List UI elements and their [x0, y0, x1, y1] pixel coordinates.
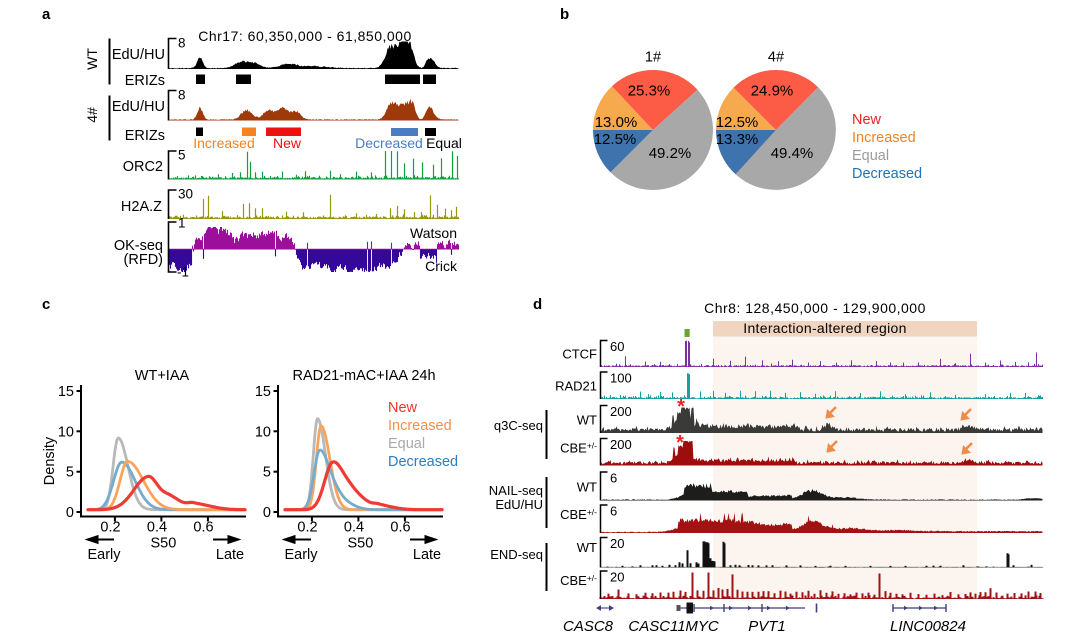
svg-text:S50: S50 — [150, 536, 176, 552]
svg-text:PVT1: PVT1 — [748, 618, 786, 635]
svg-text:1#: 1# — [645, 50, 661, 66]
svg-text:15: 15 — [255, 384, 271, 400]
svg-text:Decreased: Decreased — [355, 135, 423, 151]
svg-text:0.4: 0.4 — [344, 520, 364, 536]
svg-text:WT: WT — [577, 413, 597, 428]
svg-text:8: 8 — [178, 36, 186, 51]
svg-text:6: 6 — [610, 471, 617, 486]
svg-text:Decreased: Decreased — [852, 166, 922, 182]
svg-text:RAD21-mAC+IAA 24h: RAD21-mAC+IAA 24h — [292, 368, 435, 384]
svg-text:END-seq: END-seq — [490, 547, 543, 562]
svg-text:CASC8: CASC8 — [563, 618, 614, 635]
svg-text:Increased: Increased — [388, 418, 452, 434]
svg-text:0.6: 0.6 — [193, 520, 213, 536]
svg-text:ERIZs: ERIZs — [125, 73, 165, 89]
svg-text:NAIL-seq: NAIL-seq — [489, 483, 543, 498]
svg-text:RAD21: RAD21 — [555, 379, 597, 394]
svg-text:12.5%: 12.5% — [594, 131, 637, 148]
svg-text:EdU/HU: EdU/HU — [495, 497, 543, 512]
svg-text:6: 6 — [610, 504, 617, 519]
svg-text:Equal: Equal — [852, 148, 889, 164]
svg-text:30: 30 — [178, 187, 193, 202]
svg-text:5: 5 — [263, 465, 271, 481]
svg-text:Early: Early — [87, 547, 121, 563]
svg-text:Chr8: 128,450,000 - 129,900,00: Chr8: 128,450,000 - 129,900,000 — [704, 300, 926, 316]
svg-text:0.4: 0.4 — [147, 520, 167, 536]
svg-text:EdU/HU: EdU/HU — [112, 99, 165, 115]
svg-text:ERIZs: ERIZs — [125, 128, 165, 144]
svg-text:Increased: Increased — [852, 130, 916, 146]
svg-text:Equal: Equal — [388, 436, 425, 452]
svg-text:5: 5 — [66, 465, 74, 481]
svg-text:LINC00824: LINC00824 — [890, 618, 966, 635]
svg-text:New: New — [273, 135, 302, 151]
svg-text:WT: WT — [577, 480, 597, 495]
svg-text:H2A.Z: H2A.Z — [121, 199, 162, 215]
svg-text:0.2: 0.2 — [100, 520, 120, 536]
svg-text:Chr17: 60,350,000 - 61,850,000: Chr17: 60,350,000 - 61,850,000 — [198, 28, 412, 44]
svg-text:EdU/HU: EdU/HU — [112, 47, 165, 63]
svg-text:q3C-seq: q3C-seq — [494, 418, 543, 433]
svg-text:d: d — [533, 296, 542, 313]
svg-text:49.4%: 49.4% — [771, 145, 814, 162]
svg-text:Interaction-altered region: Interaction-altered region — [743, 320, 906, 336]
svg-text:1: 1 — [178, 216, 186, 231]
svg-text:Watson: Watson — [410, 225, 457, 241]
svg-text:Decreased: Decreased — [388, 454, 458, 470]
svg-text:(RFD): (RFD) — [124, 252, 163, 268]
svg-text:New: New — [388, 400, 418, 416]
svg-text:25.3%: 25.3% — [628, 83, 671, 100]
svg-text:0.6: 0.6 — [390, 520, 410, 536]
svg-text:Late: Late — [216, 547, 244, 563]
svg-text:20: 20 — [610, 536, 624, 551]
svg-text:OK-seq: OK-seq — [114, 238, 163, 254]
svg-text:10: 10 — [58, 424, 74, 440]
svg-text:Crick: Crick — [425, 258, 458, 274]
svg-text:*: * — [676, 432, 684, 454]
svg-text:Equal: Equal — [426, 135, 462, 151]
svg-text:Density: Density — [42, 436, 58, 485]
svg-text:b: b — [560, 6, 569, 23]
svg-text:Late: Late — [413, 547, 441, 563]
svg-text:5: 5 — [178, 148, 186, 163]
svg-text:S50: S50 — [347, 536, 373, 552]
svg-text:12.5%: 12.5% — [716, 114, 759, 131]
svg-text:New: New — [852, 112, 882, 128]
svg-text:200: 200 — [610, 404, 632, 419]
svg-text:0: 0 — [263, 505, 271, 521]
svg-text:ORC2: ORC2 — [123, 159, 163, 175]
svg-text:0.2: 0.2 — [297, 520, 317, 536]
svg-text:8: 8 — [178, 88, 186, 103]
svg-text:0: 0 — [66, 505, 74, 521]
svg-text:10: 10 — [255, 424, 271, 440]
svg-text:20: 20 — [610, 570, 624, 585]
svg-text:Early: Early — [284, 547, 318, 563]
svg-text:4#: 4# — [84, 107, 100, 123]
svg-text:WT: WT — [84, 48, 100, 70]
svg-text:60: 60 — [610, 339, 624, 354]
svg-text:4#: 4# — [768, 50, 784, 66]
svg-text:200: 200 — [610, 437, 632, 452]
svg-text:CTCF: CTCF — [562, 347, 597, 362]
svg-text:13.3%: 13.3% — [716, 131, 759, 148]
svg-text:49.2%: 49.2% — [649, 145, 692, 162]
svg-text:CASC11: CASC11 — [628, 618, 685, 635]
svg-text:MYC: MYC — [685, 618, 719, 635]
svg-text:WT+IAA: WT+IAA — [135, 368, 190, 384]
svg-text:-1: -1 — [177, 265, 189, 280]
svg-text:*: * — [677, 396, 685, 418]
svg-text:24.9%: 24.9% — [751, 83, 794, 100]
svg-text:Increased: Increased — [193, 135, 254, 151]
svg-text:c: c — [42, 296, 50, 313]
svg-text:15: 15 — [58, 384, 74, 400]
svg-text:100: 100 — [610, 371, 632, 386]
svg-text:13.0%: 13.0% — [595, 114, 638, 131]
svg-text:a: a — [42, 6, 51, 23]
svg-text:WT: WT — [577, 540, 597, 555]
